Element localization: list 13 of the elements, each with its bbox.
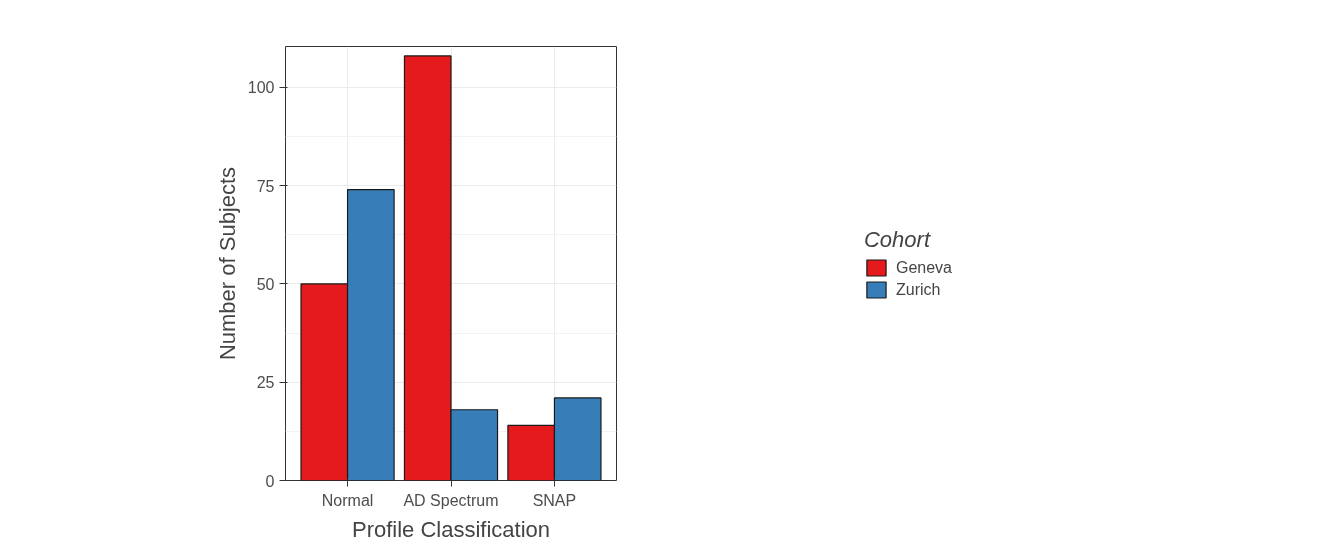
legend-label: Zurich [895, 280, 941, 299]
y-tick-label: 25 [256, 374, 275, 392]
y-tick-label: 100 [247, 79, 275, 97]
y-tick-label: 50 [256, 275, 275, 293]
x-tick-label: Normal [321, 491, 374, 509]
legend-title: Cohort [863, 226, 932, 253]
y-axis-title: Number of Subjects [214, 166, 240, 361]
x-tick-label: SNAP [532, 491, 577, 509]
x-axis-title: Profile Classification [351, 516, 551, 542]
x-tick-label: AD Spectrum [403, 491, 499, 509]
y-tick-label: 0 [265, 472, 275, 490]
y-tick-label: 75 [256, 177, 275, 195]
legend-label: Geneva [895, 258, 953, 277]
